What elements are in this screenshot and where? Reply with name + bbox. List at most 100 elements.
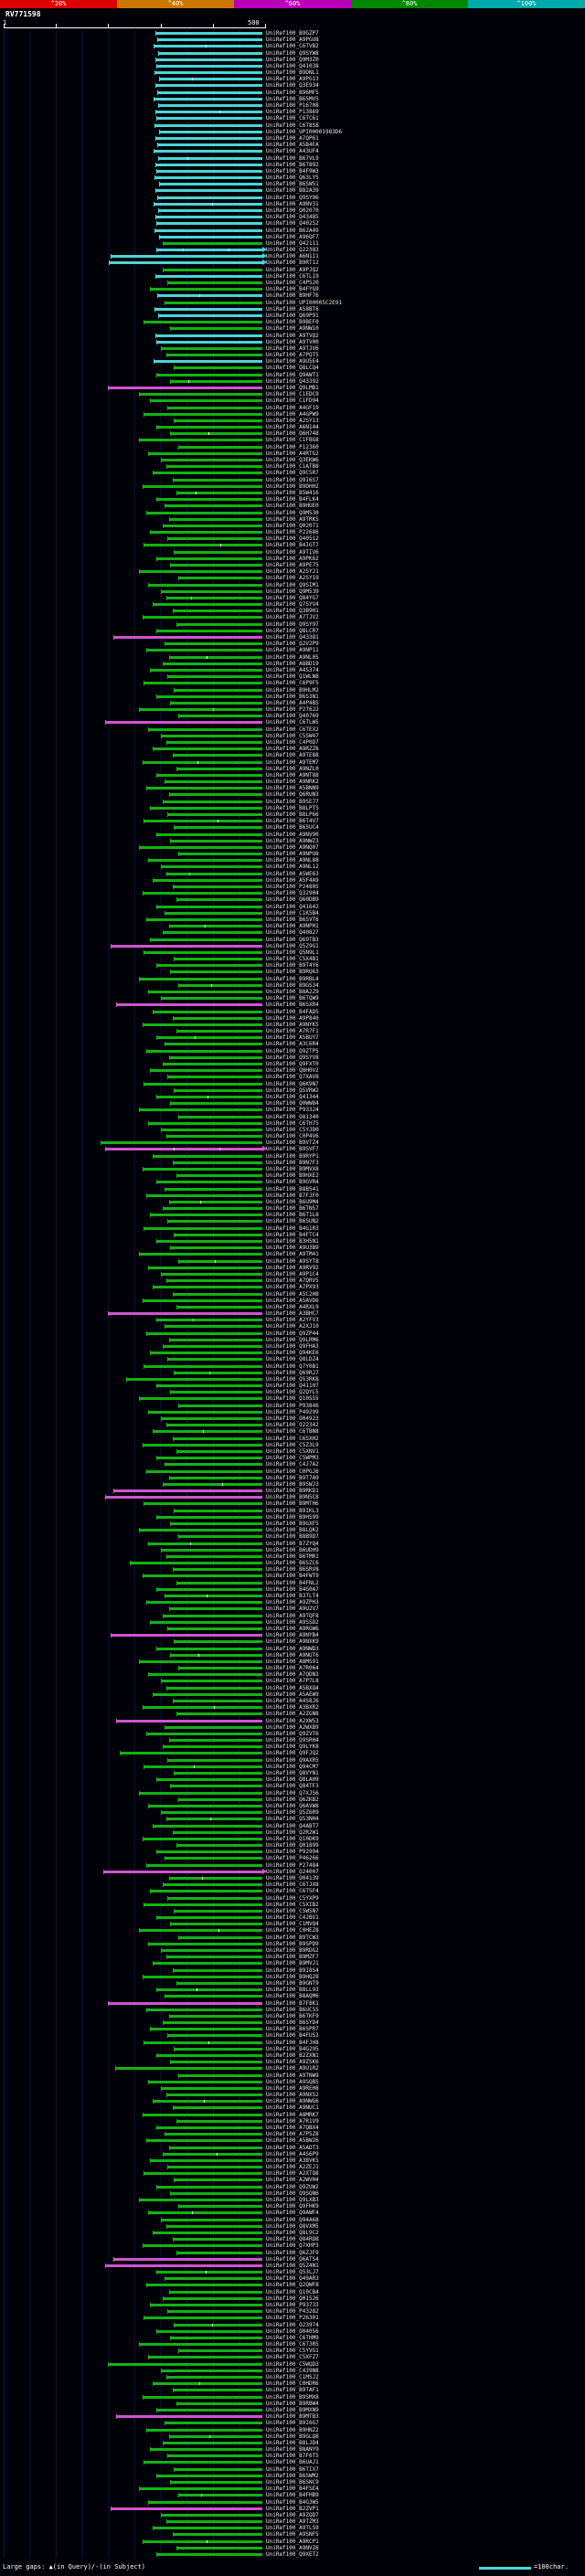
hit-label[interactable]: UniRef100_Q9M539 — [266, 588, 319, 595]
hit-label[interactable]: UniRef100_A2XTQ8 — [266, 2170, 319, 2178]
hit-bar[interactable] — [143, 1574, 262, 1579]
hit-bar[interactable] — [165, 1594, 262, 1599]
hit-label[interactable]: UniRef100_C4P0D7 — [266, 738, 319, 746]
hit-bar[interactable] — [167, 2165, 262, 2170]
hit-bar[interactable] — [146, 1330, 262, 1336]
hit-bar[interactable] — [161, 1547, 262, 1553]
hit-label[interactable]: UniRef100_P49299 — [266, 1408, 319, 1415]
hit-label[interactable]: UniRef100_B9HLM2 — [266, 686, 319, 694]
hit-label[interactable]: UniRef100_P24805 — [266, 884, 319, 891]
hit-label[interactable]: UniRef100_Q5VRW2 — [266, 1087, 319, 1094]
hit-label[interactable]: UniRef100_C0HDR6 — [266, 2380, 319, 2388]
hit-label[interactable]: UniRef100_B65UC4 — [266, 824, 319, 832]
hit-label[interactable]: UniRef100_Q8LCR7 — [266, 627, 319, 634]
hit-bar[interactable] — [161, 2085, 262, 2091]
hit-label[interactable]: UniRef100_A7PQT5 — [266, 352, 319, 359]
hit-label[interactable]: UniRef100_B9T4Y6 — [266, 962, 319, 970]
hit-label[interactable]: UniRef100_A7QRV5 — [266, 1277, 319, 1285]
hit-bar[interactable] — [153, 1009, 262, 1014]
hit-bar[interactable] — [146, 2427, 262, 2433]
hit-label[interactable]: UniRef100_A9TZM3 — [266, 2518, 319, 2526]
hit-label[interactable]: UniRef100_Q7XHP3 — [266, 2242, 319, 2250]
hit-label[interactable]: UniRef100_B9SE77 — [266, 798, 319, 805]
hit-bar[interactable] — [157, 37, 262, 43]
hit-bar[interactable] — [178, 982, 262, 988]
hit-bar[interactable] — [143, 2243, 262, 2249]
hit-label[interactable]: UniRef100_B9VTZ4 — [266, 1140, 319, 1147]
hit-label[interactable]: UniRef100_O81340 — [266, 1113, 319, 1120]
hit-bar[interactable] — [173, 2532, 262, 2538]
hit-bar[interactable] — [174, 1508, 262, 1513]
hit-bar[interactable] — [170, 700, 262, 705]
hit-label[interactable]: UniRef100_P93846 — [266, 1402, 319, 1409]
hit-label[interactable]: UniRef100_B4FNL2 — [266, 1579, 319, 1586]
hit-bar[interactable] — [113, 1489, 262, 1494]
hit-label[interactable]: UniRef100_B5W416 — [266, 489, 319, 496]
hit-bar[interactable] — [161, 1416, 262, 1422]
hit-label[interactable]: UniRef100_A9TIV6 — [266, 548, 319, 556]
hit-label[interactable]: UniRef100_B9GNT9 — [266, 1979, 319, 1987]
hit-label[interactable]: UniRef100_Q2QYL5 — [266, 1389, 319, 1396]
hit-label[interactable]: UniRef100_Q84TF3 — [266, 1783, 319, 1790]
hit-label[interactable]: UniRef100_A2ZGN8 — [266, 1711, 319, 1718]
hit-label[interactable]: UniRef100_O04139 — [266, 1874, 319, 1882]
hit-bar[interactable] — [169, 516, 262, 522]
hit-bar[interactable] — [173, 1436, 262, 1441]
hit-bar[interactable] — [163, 661, 262, 666]
hit-bar[interactable] — [144, 819, 262, 824]
hit-bar[interactable] — [146, 2007, 262, 2012]
hit-bar[interactable] — [156, 963, 262, 969]
hit-label[interactable]: UniRef100_Q9SYW8 — [266, 49, 319, 57]
hit-label[interactable]: UniRef100_Q41038 — [266, 62, 319, 69]
hit-label[interactable]: UniRef100_A2XJ10 — [266, 1323, 319, 1330]
hit-label[interactable]: UniRef100_Q5Z4N1 — [266, 2262, 319, 2269]
hit-bar[interactable] — [155, 31, 262, 36]
hit-label[interactable]: UniRef100_B9RKD1 — [266, 1488, 319, 1495]
hit-bar[interactable] — [150, 530, 262, 535]
hit-label[interactable]: UniRef100_B8LJD4 — [266, 2439, 319, 2446]
hit-bar[interactable] — [148, 1541, 262, 1546]
hit-bar[interactable] — [165, 1724, 262, 1730]
hit-label[interactable]: UniRef100_A9TE88 — [266, 752, 319, 759]
hit-bar[interactable] — [174, 1370, 262, 1375]
hit-bar[interactable] — [173, 609, 262, 614]
hit-bar[interactable] — [174, 366, 262, 371]
hit-bar[interactable] — [143, 1442, 262, 1447]
hit-bar[interactable] — [156, 1646, 262, 1651]
hit-label[interactable]: UniRef100_C0P4V6 — [266, 1133, 319, 1140]
hit-label[interactable]: UniRef100_Q32904 — [266, 890, 319, 897]
hit-label[interactable]: UniRef100_Q9SQN6 — [266, 2189, 319, 2197]
hit-bar[interactable] — [155, 273, 262, 279]
hit-bar[interactable] — [174, 2466, 262, 2472]
hit-bar[interactable] — [146, 1468, 262, 1474]
hit-label[interactable]: UniRef100_B8B9D7 — [266, 1533, 319, 1541]
hit-bar[interactable] — [178, 444, 262, 450]
hit-bar[interactable] — [148, 1409, 262, 1415]
hit-bar[interactable] — [156, 247, 267, 253]
hit-label[interactable]: UniRef100_A5AEW9 — [266, 1691, 319, 1698]
hit-label[interactable]: UniRef100_B8A2Z9 — [266, 989, 319, 995]
hit-bar[interactable] — [156, 1514, 262, 1520]
hit-bar[interactable] — [167, 1626, 262, 1631]
hit-label[interactable]: UniRef100_A9U1R2 — [266, 2065, 319, 2072]
hit-bar[interactable] — [176, 1843, 262, 1849]
hit-bar[interactable] — [156, 339, 262, 345]
hit-bar[interactable] — [144, 1225, 262, 1231]
hit-label[interactable]: UniRef100_A7TJV2 — [266, 614, 319, 621]
hit-label[interactable]: UniRef100_P16708 — [266, 102, 319, 110]
hit-bar[interactable] — [178, 1534, 262, 1540]
hit-label[interactable]: UniRef100_Q5Z6R9 — [266, 1809, 319, 1817]
hit-bar[interactable] — [163, 799, 262, 804]
hit-bar[interactable] — [169, 1055, 262, 1060]
hit-bar[interactable] — [148, 726, 262, 732]
hit-label[interactable]: UniRef100_A96QF7 — [266, 233, 319, 240]
hit-label[interactable]: UniRef100_A9NPU8 — [266, 851, 319, 858]
hit-bar[interactable] — [116, 1002, 262, 1008]
hit-bar[interactable] — [156, 1777, 262, 1783]
hit-bar[interactable] — [161, 864, 262, 870]
hit-label[interactable]: UniRef100_C5WQD3 — [266, 2360, 319, 2368]
hit-bar[interactable] — [161, 733, 262, 738]
hit-label[interactable]: UniRef100_B9GZP7 — [266, 30, 319, 37]
hit-label[interactable]: UniRef100_Q9AWT1 — [266, 371, 319, 378]
hit-bar[interactable] — [154, 96, 262, 101]
